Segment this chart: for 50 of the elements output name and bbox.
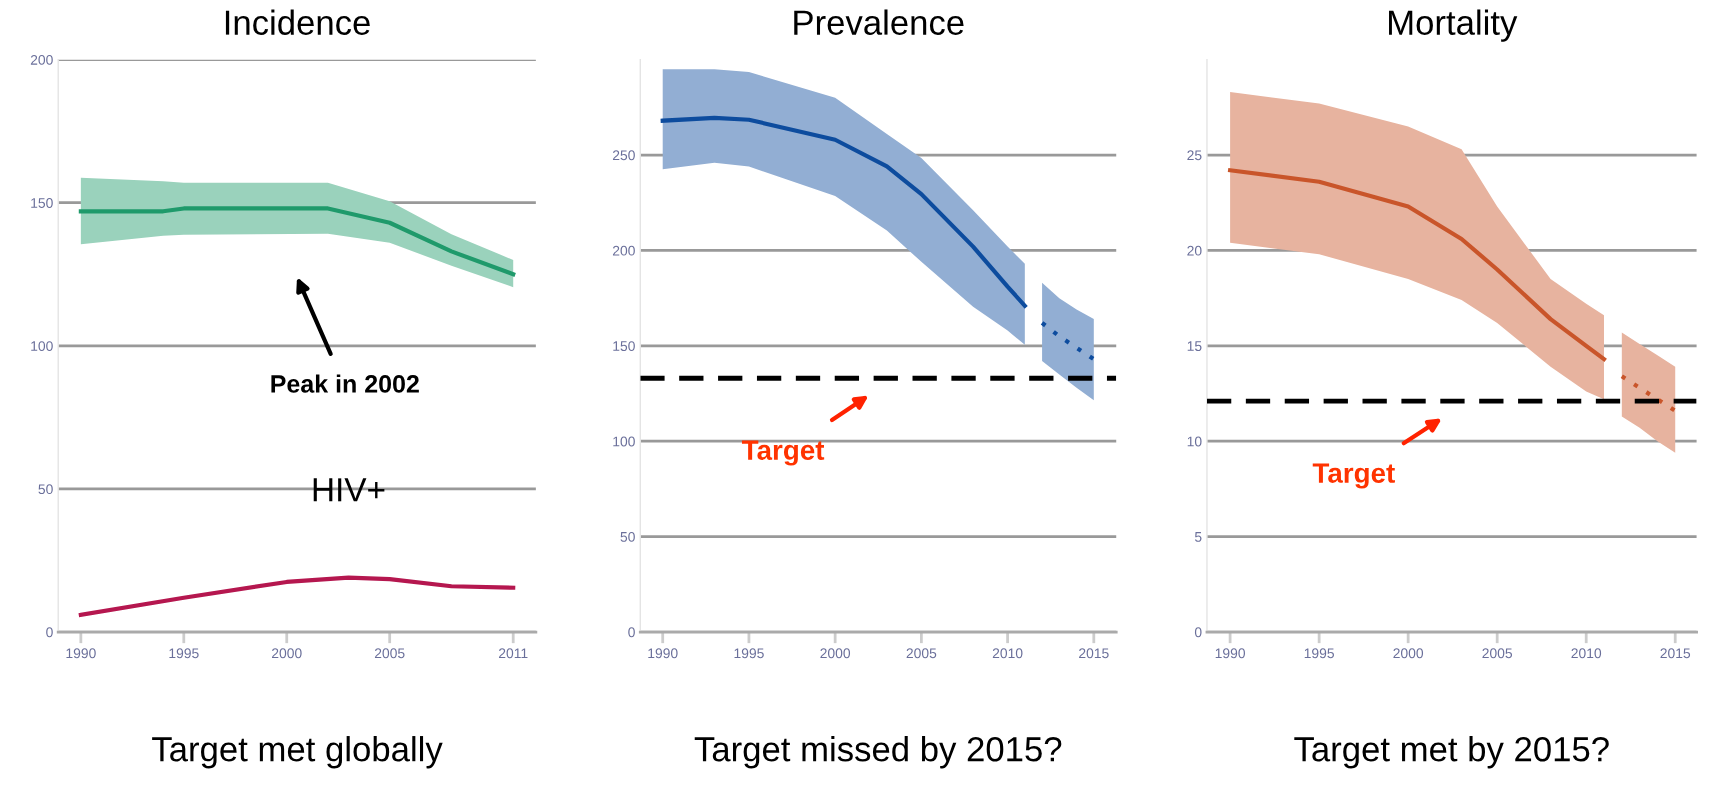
y-tick-label: 100 <box>613 436 635 447</box>
x-tick-label: 1990 <box>66 648 96 659</box>
x-tick-label: 2005 <box>1482 648 1513 659</box>
y-tick-label: 100 <box>31 341 53 351</box>
chart-title: Prevalence <box>794 9 964 35</box>
x-tick-label: 2000 <box>820 648 851 659</box>
y-tick-label: 0 <box>1194 627 1202 638</box>
ref-line-label: Target <box>1312 463 1395 489</box>
y-tick-label: 50 <box>38 484 53 495</box>
y-tick-label: 25 <box>1187 150 1202 161</box>
text: Target missed by 2015? <box>694 736 1062 769</box>
y-tick-label: 150 <box>31 198 53 208</box>
text: HIV+ <box>313 478 385 502</box>
text: Target met by 2015? <box>1294 736 1609 769</box>
x-tick-label: 2000 <box>271 648 302 659</box>
line-series <box>78 206 516 277</box>
x-tick-label: 1995 <box>734 648 764 659</box>
x-tick-label: 1995 <box>1304 648 1334 659</box>
y-tick-label: 150 <box>613 341 635 351</box>
line-series <box>1039 320 1096 362</box>
x-tick-label: 2005 <box>906 648 937 659</box>
y-tick-label: 200 <box>612 245 635 256</box>
x-tick-label: 2010 <box>992 648 1023 659</box>
x-tick-label: 2011 <box>498 648 528 659</box>
y-tick-label: 50 <box>620 531 635 542</box>
y-tick-label: 250 <box>612 150 635 161</box>
annotation: Peak in 2002 <box>271 374 419 393</box>
chart-title: Incidence <box>225 9 370 35</box>
y-tick-label: 15 <box>1187 341 1202 351</box>
y-tick-label: 0 <box>46 627 53 638</box>
y-tick-label: 20 <box>1187 245 1202 256</box>
line-series <box>1228 168 1607 362</box>
y-tick-label: 200 <box>30 54 53 65</box>
line-series <box>1619 374 1678 413</box>
line-series <box>660 115 1027 308</box>
x-tick-label: 2005 <box>374 648 405 659</box>
x-tick-label: 2000 <box>1393 648 1424 659</box>
x-tick-label: 1990 <box>1215 648 1246 659</box>
text: Target met globally <box>152 736 443 769</box>
y-tick-label: 10 <box>1187 436 1202 447</box>
x-tick-label: 2015 <box>1660 648 1691 659</box>
x-tick-label: 2010 <box>1571 648 1602 659</box>
ref-line-label: Target <box>741 440 825 466</box>
x-tick-label: 2015 <box>1079 648 1109 659</box>
y-tick-label: 0 <box>628 627 635 638</box>
line-series <box>78 575 516 617</box>
x-tick-label: 1990 <box>648 648 678 659</box>
x-tick-label: 1995 <box>169 648 199 659</box>
chart-title: Mortality <box>1389 9 1518 42</box>
y-tick-label: 5 <box>1194 532 1202 542</box>
